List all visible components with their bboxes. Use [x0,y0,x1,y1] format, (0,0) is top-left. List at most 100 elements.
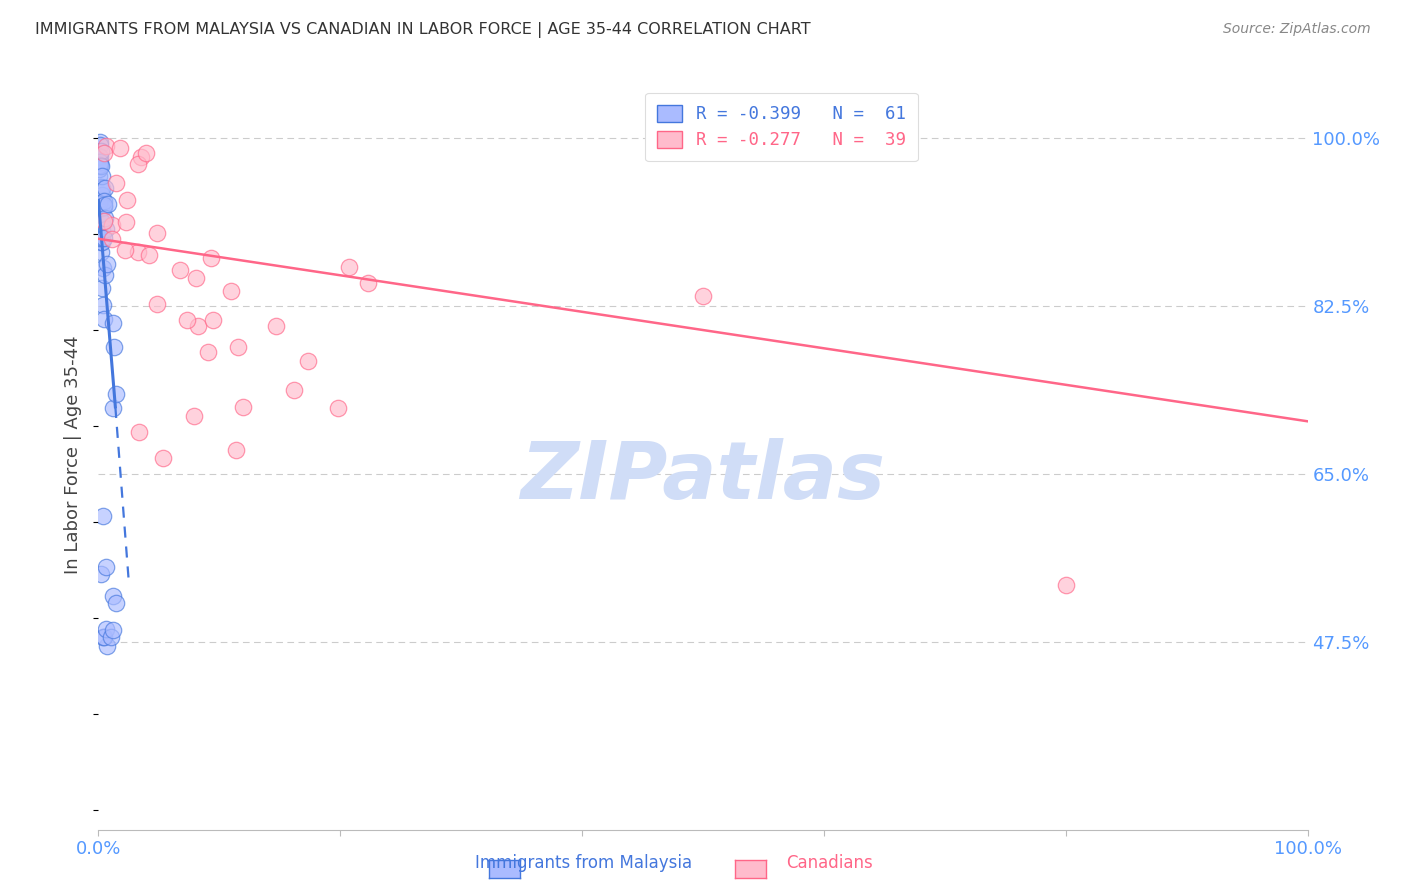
Point [115,194,138,208]
Point [104,386,127,401]
Point [87,169,110,183]
Point [93,200,115,214]
Point [89,137,111,152]
Text: Immigrants from Malaysia: Immigrants from Malaysia [475,855,692,872]
Point [87,149,110,163]
Point [297,353,319,368]
Point [101,590,124,604]
Point [337,260,360,275]
Point [100,630,122,644]
Point [264,319,287,334]
Point [93,181,115,195]
Point [94,211,117,226]
Point [138,248,160,262]
Point [226,340,249,354]
Point [97,196,120,211]
Point [105,596,128,610]
Point [89,150,111,164]
Point [87,161,110,176]
Point [93,145,115,160]
Point [89,212,111,227]
Point [129,151,152,165]
Point [692,289,714,303]
Point [91,297,114,311]
Point [91,223,114,237]
Text: Canadians: Canadians [786,855,873,872]
Point [89,214,111,228]
Point [90,179,112,194]
Point [90,145,112,159]
Point [183,409,205,424]
Point [90,244,112,259]
Text: ZIPatlas: ZIPatlas [520,438,886,516]
Point [94,560,117,574]
Point [90,214,112,228]
Point [101,623,124,637]
Point [89,210,111,224]
Point [90,215,112,229]
Point [89,193,111,207]
Point [90,230,112,244]
Point [90,235,112,249]
Point [90,281,112,295]
Point [90,235,112,250]
Point [105,176,128,190]
Point [115,215,138,229]
Point [357,276,380,290]
Y-axis label: In Labor Force | Age 35-44: In Labor Force | Age 35-44 [65,335,83,574]
Legend: R = -0.399   N =  61, R = -0.277   N =  39: R = -0.399 N = 61, R = -0.277 N = 39 [645,93,918,161]
Point [152,451,174,466]
Point [96,257,118,271]
Point [128,425,150,439]
Point [90,197,112,211]
Point [225,442,247,457]
Point [90,567,112,582]
Point [90,201,112,215]
Text: Source: ZipAtlas.com: Source: ZipAtlas.com [1223,22,1371,37]
Point [184,271,207,285]
Point [89,158,111,172]
Point [96,221,118,235]
Point [145,297,167,311]
Point [89,194,111,209]
Point [114,244,136,258]
Point [100,232,122,246]
Point [187,318,209,333]
Point [1054,577,1077,591]
Point [127,157,149,171]
Point [89,157,111,171]
Point [232,400,254,414]
Point [94,139,117,153]
Point [328,401,350,415]
Point [91,508,114,523]
Text: IMMIGRANTS FROM MALAYSIA VS CANADIAN IN LABOR FORCE | AGE 35-44 CORRELATION CHAR: IMMIGRANTS FROM MALAYSIA VS CANADIAN IN … [35,22,811,38]
Point [87,195,110,210]
Point [90,169,112,184]
Point [91,261,114,276]
Point [100,219,122,233]
Point [93,231,115,245]
Point [108,141,131,155]
Point [93,198,115,212]
Point [176,312,198,326]
Point [94,623,117,637]
Point [169,262,191,277]
Point [91,631,114,645]
Point [146,226,169,240]
Point [87,231,110,245]
Point [89,155,111,169]
Point [90,160,112,174]
Point [101,316,124,330]
Point [93,312,115,326]
Point [93,214,115,228]
Point [135,146,157,161]
Point [94,268,117,282]
Point [89,195,111,210]
Point [219,284,242,298]
Point [96,639,118,653]
Point [127,244,149,259]
Point [89,135,111,149]
Point [283,384,305,398]
Point [197,345,219,359]
Point [201,313,224,327]
